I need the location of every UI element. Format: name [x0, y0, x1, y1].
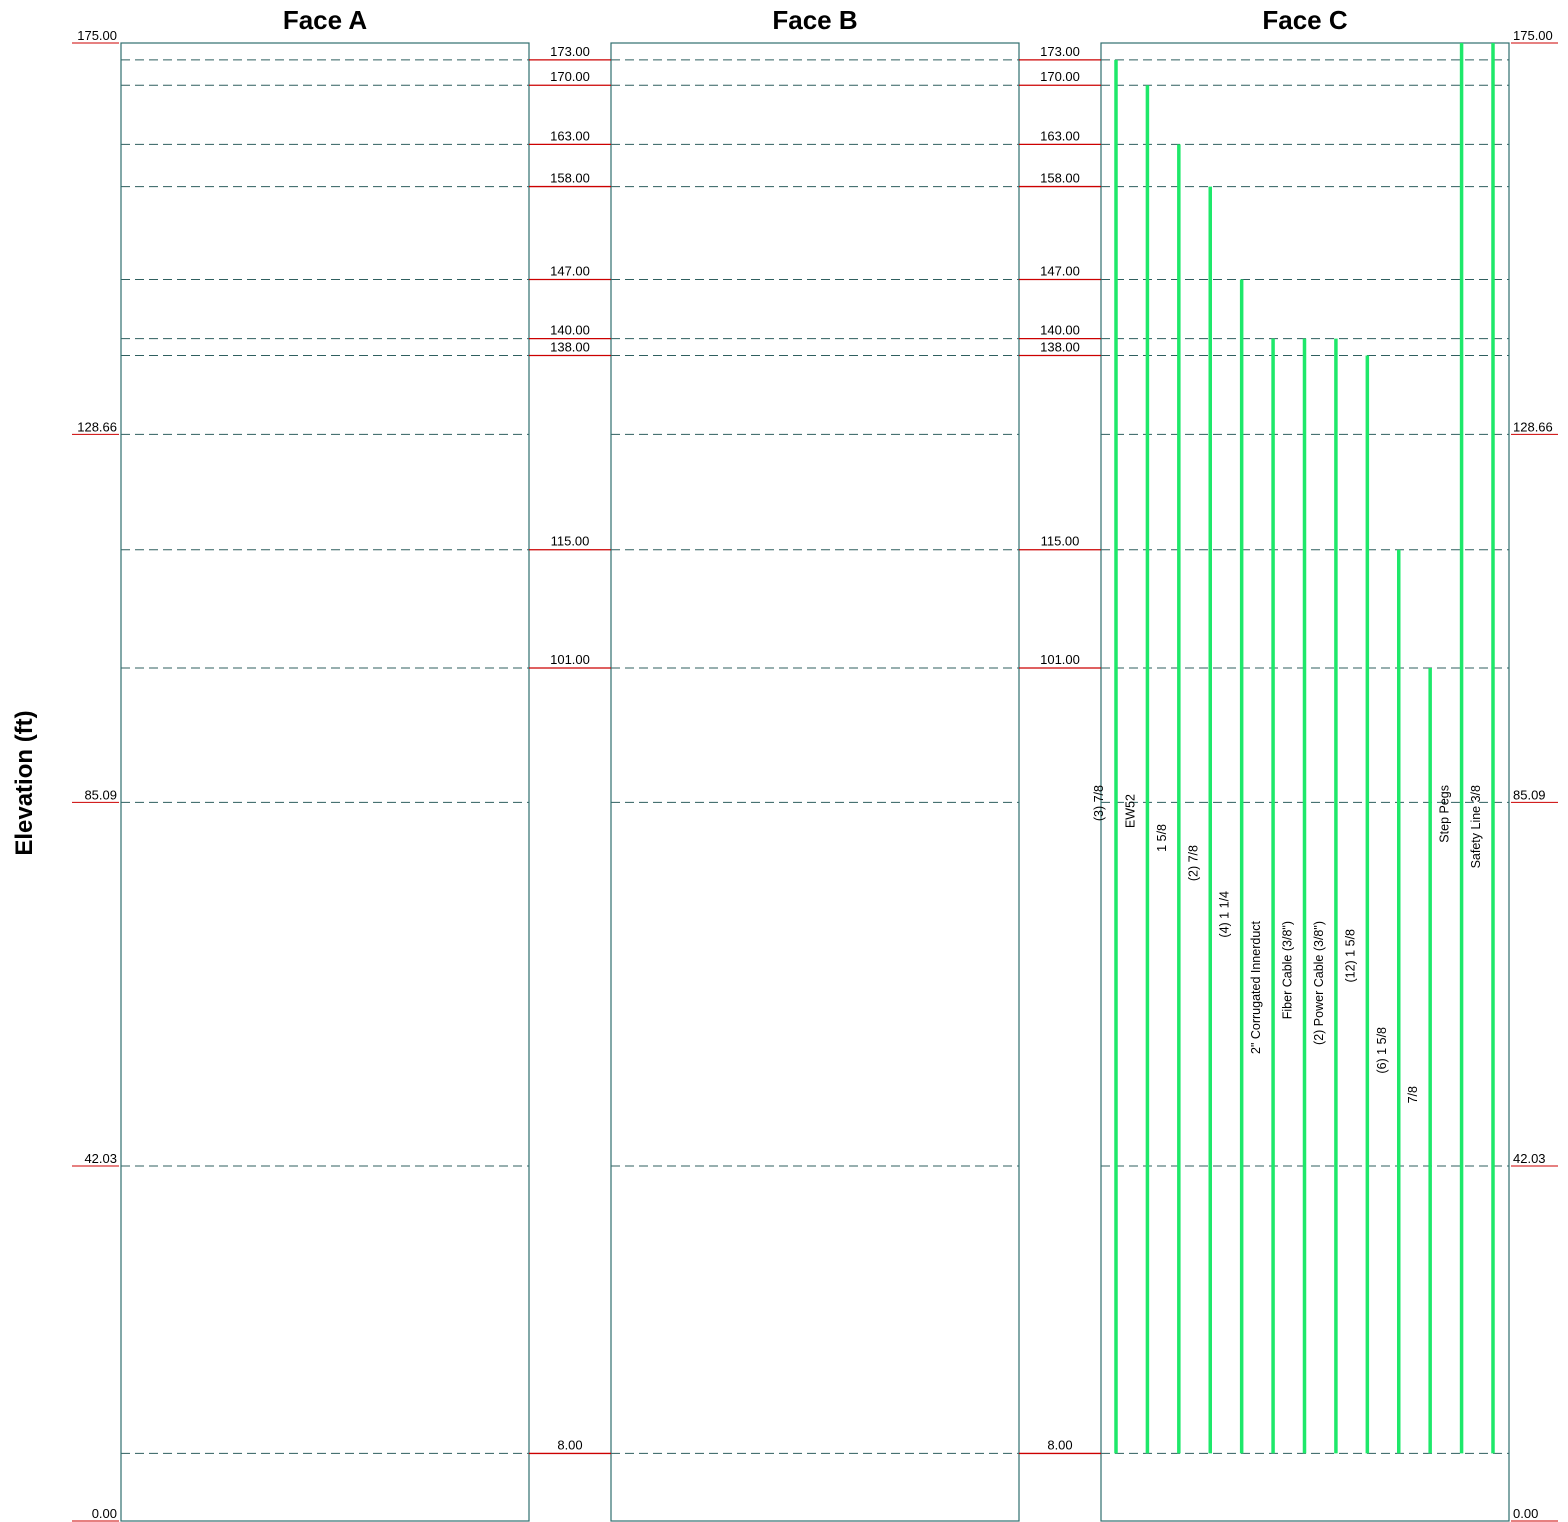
- attachment-elevation-label: 101.00: [1040, 652, 1080, 667]
- feedline-label: (12) 1 5/8: [1343, 929, 1357, 983]
- feedline-label: EW52: [1123, 794, 1137, 828]
- feedline-label: (3) 7/8: [1092, 785, 1106, 821]
- face-frames: [120, 42, 1510, 1522]
- attachment-elevation-label: 173.00: [550, 44, 590, 59]
- attachment-elevation-label: 170.00: [550, 69, 590, 84]
- section-elevation-label: 0.00: [92, 1506, 117, 1521]
- feedline-label: (4) 1 1/4: [1218, 891, 1232, 938]
- feedline-label: Fiber Cable (3/8"): [1281, 921, 1295, 1019]
- feedline-label: (2) Power Cable (3/8"): [1312, 921, 1326, 1045]
- elevation-dashed-lines: [121, 59, 1509, 1454]
- face-titles: Face A Face B Face C: [283, 5, 1348, 35]
- section-elevation-label: 0.00: [1513, 1506, 1538, 1521]
- attachment-elevation-label: 8.00: [557, 1437, 582, 1452]
- section-elevation-label: 85.09: [84, 787, 117, 802]
- attachment-elevation-label: 138.00: [550, 339, 590, 354]
- feedline-label: (2) 7/8: [1186, 845, 1200, 881]
- elevation-markers: 175.00 175.00 128.66 128.66 85.09 85.09 42.03 4…: [72, 28, 1558, 1522]
- section-elevation-label: 128.66: [1513, 419, 1553, 434]
- feedline-label: Step Pegs: [1438, 785, 1452, 843]
- face-frame-c: [1100, 42, 1510, 1522]
- face-frame-a: [120, 42, 530, 1522]
- face-title-c: Face C: [1262, 5, 1347, 35]
- attachment-elevation-label: 115.00: [551, 534, 590, 549]
- face-title-b: Face B: [772, 5, 857, 35]
- attachment-elevation-label: 163.00: [550, 128, 590, 143]
- attachment-elevation-label: 163.00: [1040, 128, 1080, 143]
- attachment-elevation-label: 158.00: [1040, 171, 1080, 186]
- section-elevation-label: 42.03: [84, 1151, 117, 1166]
- elevation-axis-title: Elevation (ft): [11, 710, 38, 855]
- section-elevation-label: 175.00: [1513, 28, 1553, 43]
- face-c-feedlines: (3) 7/8 EW52 1 5/8 (2) 7/8 (4) 1 1/4 2" Corru…: [1092, 43, 1495, 1454]
- attachment-elevation-label: 147.00: [1040, 263, 1080, 278]
- section-elevation-label: 175.00: [77, 28, 117, 43]
- feedline-label: 2" Corrugated Innerduct: [1249, 920, 1263, 1054]
- attachment-elevation-label: 138.00: [1040, 339, 1080, 354]
- section-elevation-label: 42.03: [1513, 1151, 1546, 1166]
- face-frame-b: [610, 42, 1020, 1522]
- feedline-label: 7/8: [1406, 1086, 1420, 1103]
- attachment-elevation-label: 8.00: [1047, 1437, 1072, 1452]
- section-elevation-label: 85.09: [1513, 787, 1546, 802]
- attachment-elevation-label: 140.00: [1040, 323, 1080, 338]
- feedline-label: 1 5/8: [1155, 824, 1169, 852]
- feedline-label: Safety Line 3/8: [1469, 785, 1483, 868]
- attachment-elevation-label: 147.00: [550, 263, 590, 278]
- face-title-a: Face A: [283, 5, 368, 35]
- feedline-label: (6) 1 5/8: [1375, 1027, 1389, 1074]
- attachment-elevation-label: 140.00: [550, 323, 590, 338]
- attachment-elevation-label: 115.00: [1041, 534, 1080, 549]
- attachment-elevation-label: 173.00: [1040, 44, 1080, 59]
- attachment-elevation-label: 101.00: [550, 652, 590, 667]
- attachment-elevation-label: 170.00: [1040, 69, 1080, 84]
- attachment-elevation-label: 158.00: [550, 171, 590, 186]
- section-elevation-label: 128.66: [77, 419, 117, 434]
